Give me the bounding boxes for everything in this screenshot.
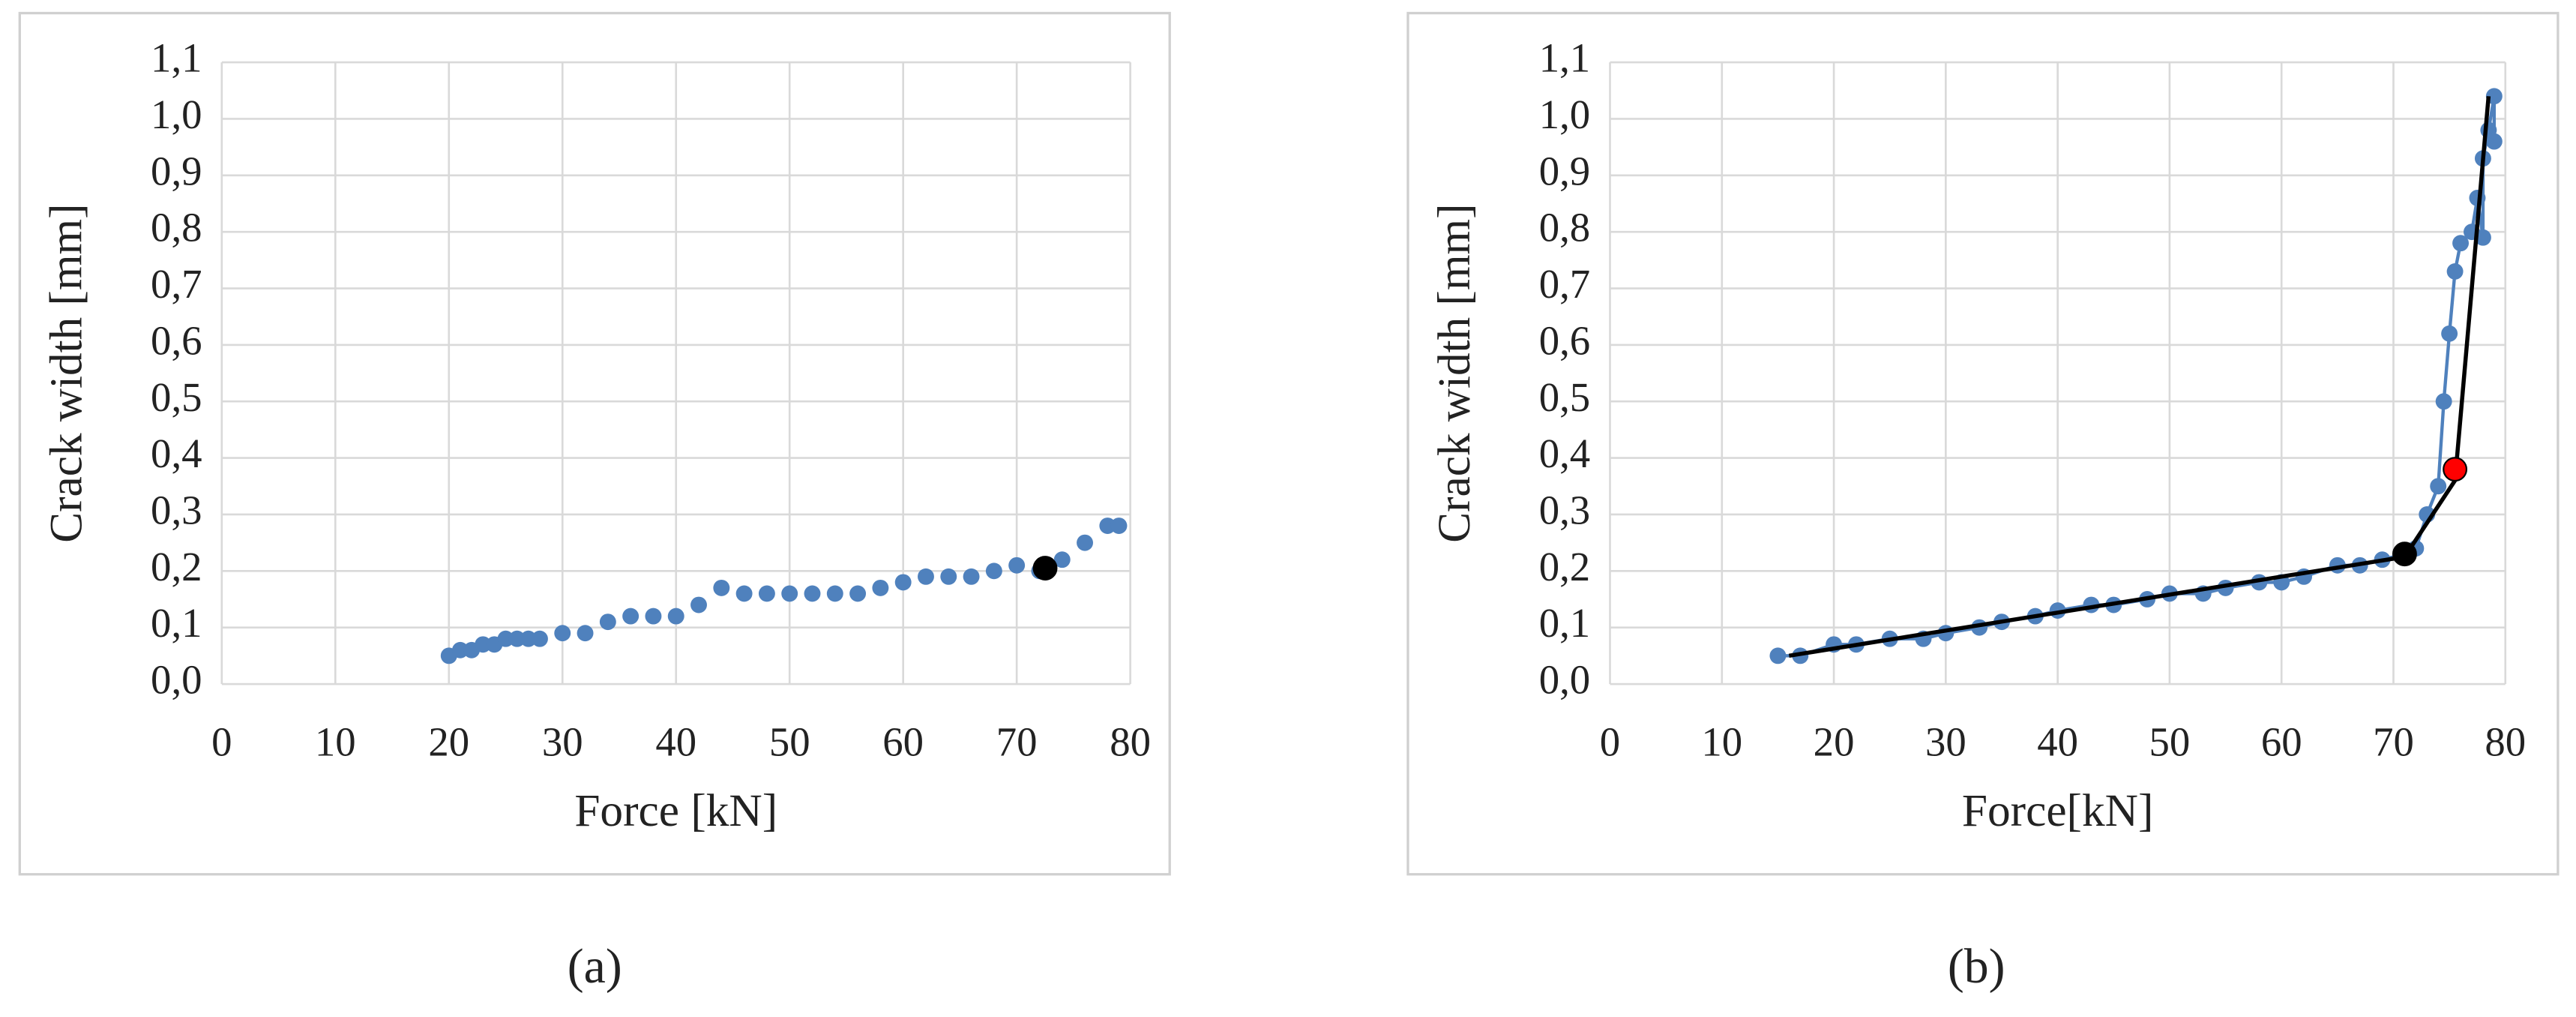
x-tick-label: 30 [1925,719,1966,765]
data-point [475,636,492,653]
data-point [963,568,980,585]
x-tick-label: 60 [2261,719,2302,765]
y-tick-label: 1,1 [1539,35,1590,81]
x-tick-label: 40 [2037,719,2078,765]
data-point [918,568,934,585]
data-point [451,641,469,658]
data-point [577,625,594,642]
data-point [554,625,571,642]
data-point [508,630,526,647]
y-tick-label: 0,5 [1539,374,1590,420]
data-point [2430,478,2447,495]
x-tick-label: 60 [882,719,924,765]
data-point [667,608,684,625]
x-axis-label: Force [kN] [574,785,777,836]
y-tick-label: 0,0 [151,657,202,703]
data-point [2452,235,2470,252]
data-point [1099,518,1116,534]
data-point [2446,262,2464,280]
highlight-point [1032,556,1058,580]
data-point [497,630,514,647]
y-tick-label: 0,3 [151,488,202,533]
y-axis-label: Crack width [mm] [40,203,91,542]
y-tick-label: 0,7 [151,261,202,307]
data-point [1077,534,1093,551]
data-point [2474,229,2491,246]
x-tick-label: 20 [428,719,469,765]
data-point [2441,325,2458,342]
x-tick-label: 10 [315,719,356,765]
data-point [1053,551,1071,568]
chart-frame [1406,11,2560,876]
data-point [849,585,867,602]
data-point [735,585,753,602]
x-axis-label: Force[kN] [1962,785,2153,836]
y-tick-label: 0,0 [1539,657,1590,703]
data-point [2485,133,2503,150]
x-tick-label: 50 [2149,719,2191,765]
y-tick-label: 0,9 [151,148,202,194]
x-tick-label: 0 [1600,719,1620,765]
data-point [894,574,912,591]
highlight-point [2392,542,2417,567]
data-point [690,596,707,614]
data-point [1008,556,1026,574]
x-tick-label: 0 [211,719,232,765]
data-point [872,579,889,596]
x-tick-label: 70 [2373,719,2414,765]
y-axis-label: Crack width [mm] [1429,203,1480,542]
y-tick-label: 0,2 [1539,544,1590,590]
caption: (a) [568,939,622,994]
data-point [520,630,537,647]
y-tick-label: 0,7 [1539,261,1590,307]
y-tick-label: 1,0 [151,92,202,137]
y-tick-label: 0,1 [151,600,202,646]
data-point [599,614,616,631]
y-tick-label: 1,0 [1539,92,1590,137]
data-point [1110,518,1128,534]
data-point [2435,393,2452,410]
y-tick-label: 0,8 [1539,205,1590,250]
y-tick-label: 0,8 [151,205,202,250]
data-point [645,608,662,625]
data-point [758,585,775,602]
y-tick-label: 0,4 [151,430,202,476]
y-tick-label: 1,1 [151,35,202,81]
x-tick-label: 70 [996,719,1038,765]
data-point [940,568,957,585]
chart-frame [18,11,1171,876]
y-tick-label: 0,6 [1539,317,1590,363]
data-point [781,585,798,602]
x-tick-label: 30 [542,719,583,765]
data-point [804,585,821,602]
data-point [985,562,1002,580]
x-tick-label: 80 [2485,719,2526,765]
data-point [1769,647,1787,664]
y-tick-label: 0,3 [1539,488,1590,533]
y-tick-label: 0,6 [151,317,202,363]
y-tick-label: 0,4 [1539,430,1590,476]
caption: (b) [1948,939,2005,994]
data-point [532,630,548,647]
highlight-point [2443,457,2468,482]
x-tick-label: 50 [769,719,810,765]
data-point [826,585,843,602]
y-tick-label: 0,9 [1539,148,1590,194]
data-point [713,579,730,596]
x-tick-label: 80 [1110,719,1151,765]
x-tick-label: 10 [1701,719,1742,765]
y-tick-label: 0,1 [1539,600,1590,646]
series-line [1788,96,2491,658]
data-point [622,608,640,625]
y-tick-label: 0,5 [151,374,202,420]
x-tick-label: 20 [1814,719,1855,765]
y-tick-label: 0,2 [151,544,202,590]
x-tick-label: 40 [655,719,696,765]
